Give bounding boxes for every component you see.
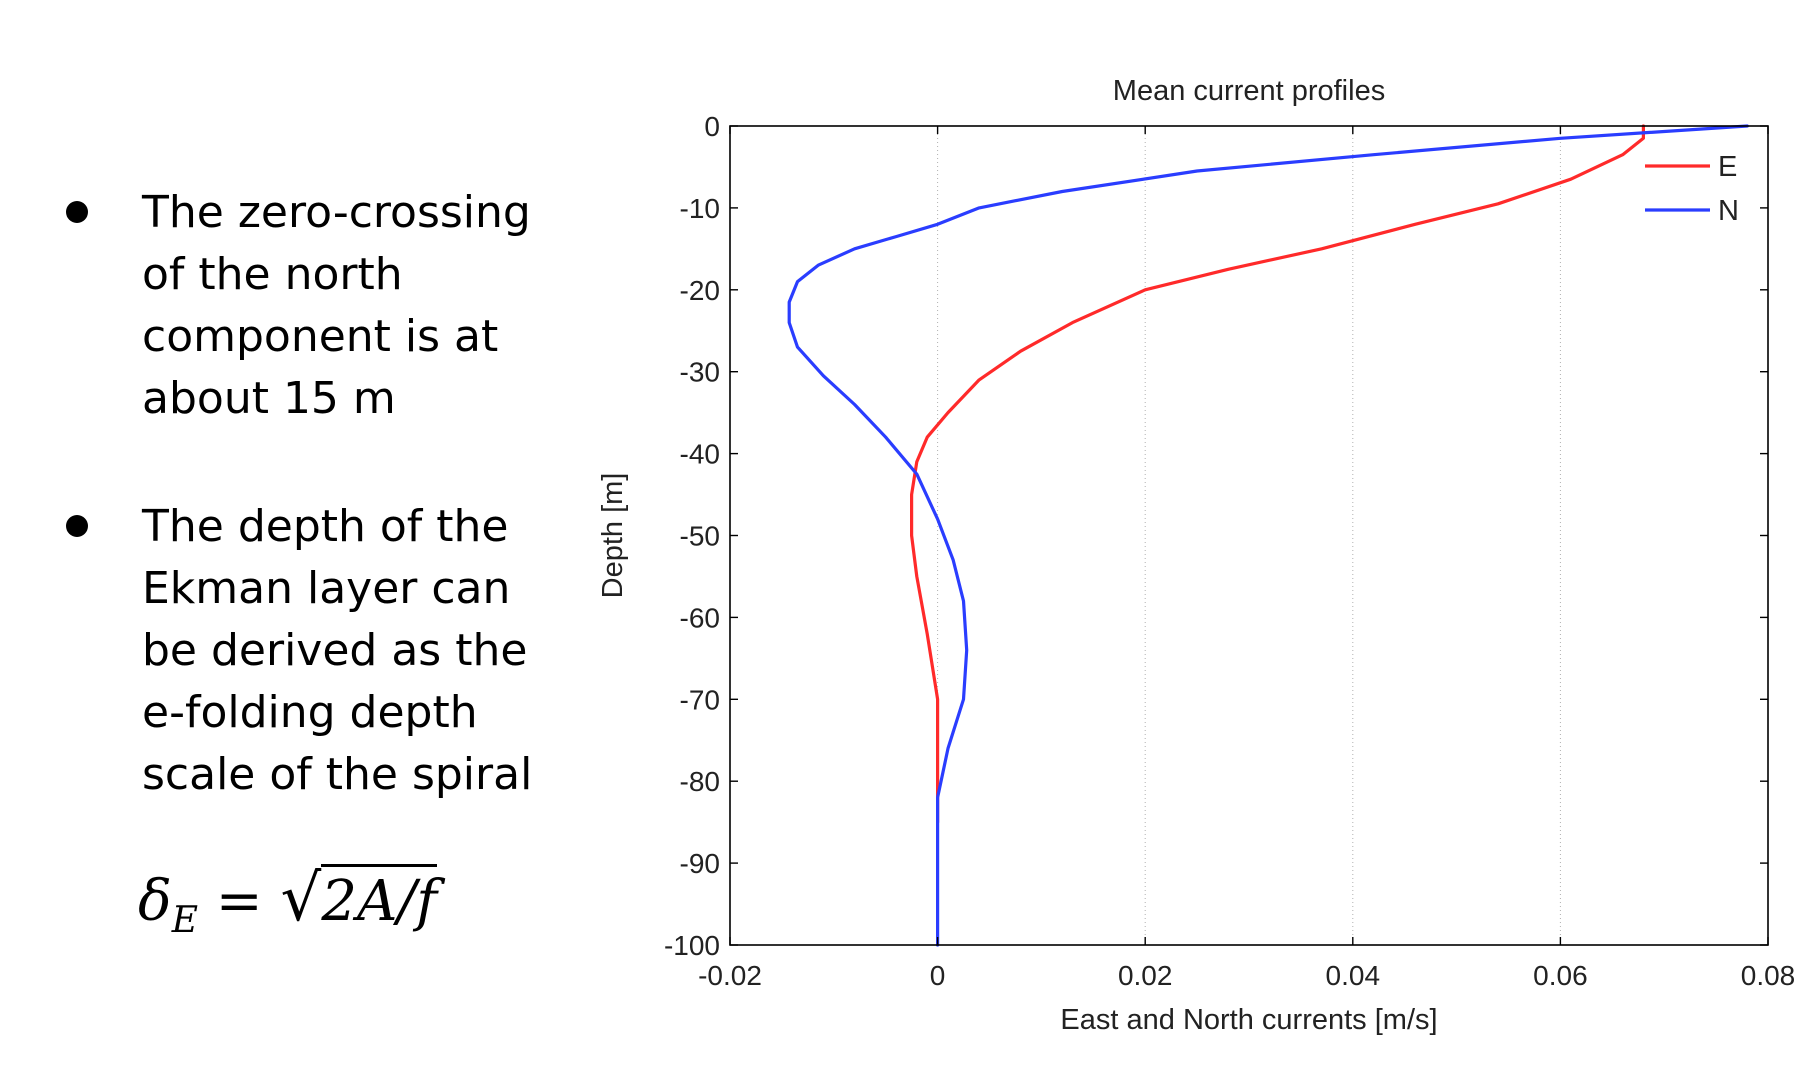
x-tick-label: 0.08 xyxy=(1741,960,1796,991)
x-tick-label: -0.02 xyxy=(698,960,762,991)
y-tick-label: -100 xyxy=(664,930,720,961)
ekman-depth-formula: δE = √2A/f xyxy=(138,862,437,941)
legend-label-e: E xyxy=(1718,151,1737,183)
y-tick-label: -60 xyxy=(680,602,720,633)
y-axis-label: Depth [m] xyxy=(597,473,629,599)
bullet-text: The zero-crossing of the north component… xyxy=(142,187,531,424)
legend-label-n: N xyxy=(1718,195,1739,227)
series-line-e xyxy=(910,124,1645,824)
bullet-dot-icon xyxy=(66,201,88,223)
y-tick-label: 0 xyxy=(704,111,720,142)
x-axis-label: East and North currents [m/s] xyxy=(1060,1004,1437,1036)
plot-frame xyxy=(729,125,1769,946)
formula-radical-icon: √ xyxy=(280,862,322,936)
formula-equals: = xyxy=(198,869,281,934)
series-line-n xyxy=(787,124,1749,947)
formula-subscript: E xyxy=(171,900,198,942)
grid-lines xyxy=(937,126,1561,945)
legend: EN xyxy=(1645,151,1739,227)
y-tick-label: -80 xyxy=(680,766,720,797)
axis-ticks: -0.02 0 0.02 0.04 0.06 0.08 0 -10 -20 -30 -40 -50 -6… xyxy=(664,111,1795,991)
y-tick-label: -50 xyxy=(680,521,720,552)
y-tick-label: -40 xyxy=(680,439,720,470)
y-tick-label: -30 xyxy=(680,357,720,388)
y-tick-label: -10 xyxy=(680,193,720,224)
bullet-item: The zero-crossing of the north component… xyxy=(60,182,580,430)
y-tick-label: -90 xyxy=(680,848,720,879)
formula-delta: δ xyxy=(138,869,172,934)
bullet-text: The depth of the Ekman layer can be deri… xyxy=(142,501,533,800)
series-lines xyxy=(787,124,1749,947)
x-tick-label: 0.04 xyxy=(1326,960,1381,991)
x-tick-label: 0.02 xyxy=(1118,960,1173,991)
y-tick-label: -70 xyxy=(680,684,720,715)
chart-title: Mean current profiles xyxy=(1113,75,1385,107)
y-tick-label: -20 xyxy=(680,275,720,306)
formula-radicand: 2A/f xyxy=(321,864,437,934)
x-tick-label: 0.06 xyxy=(1533,960,1588,991)
bullet-item: The depth of the Ekman layer can be deri… xyxy=(60,496,580,806)
bullet-dot-icon xyxy=(66,515,88,537)
x-tick-label: 0 xyxy=(930,960,946,991)
